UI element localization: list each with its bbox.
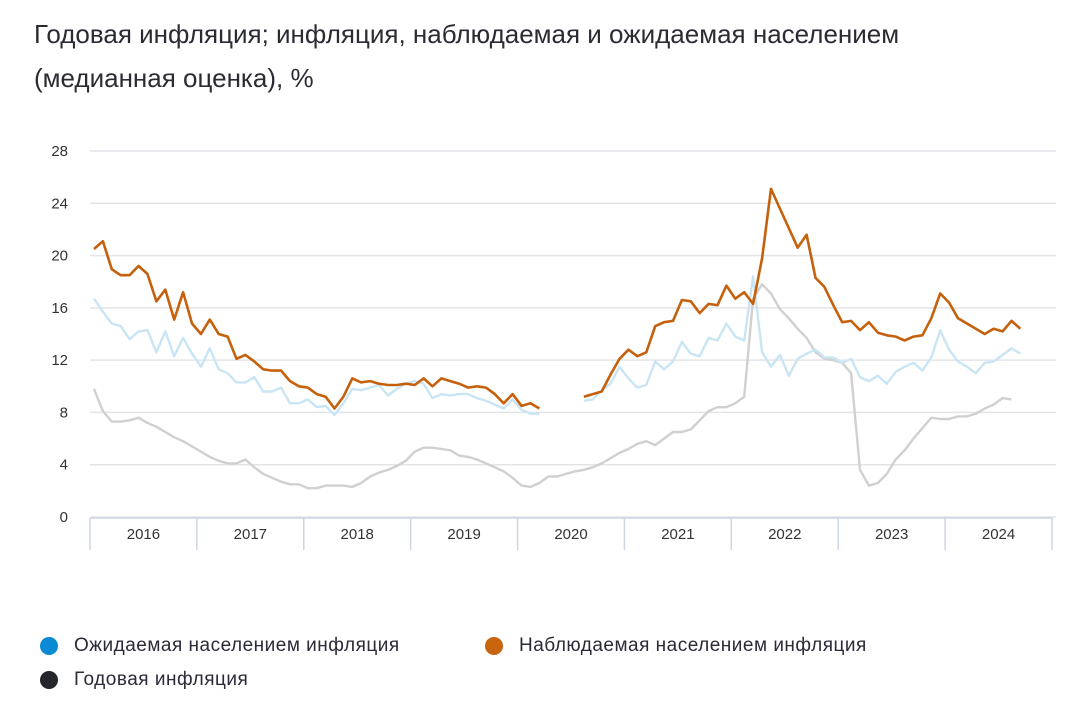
y-tick-label: 20 [51,248,68,265]
chart-title: Годовая инфляция; инфляция, наблюдаемая … [34,19,900,93]
y-tick-label: 4 [60,457,68,474]
series-line-0 [93,275,1022,417]
legend-item-annual[interactable]: Годовая инфляция [40,669,248,691]
x-tick-label: 2024 [982,526,1015,543]
y-tick-label: 16 [51,300,68,317]
x-tick-label: 2019 [447,526,480,543]
y-tick-label: 28 [51,143,68,160]
legend-item-expected[interactable]: Ожидаемая населением инфляция [40,635,400,657]
legend-item-observed[interactable]: Наблюдаемая населением инфляция [485,635,867,657]
series-line-2 [92,283,1012,490]
y-tick-label: 8 [60,404,68,421]
series-line-1 [93,187,1022,410]
x-tick-label: 2017 [234,526,267,543]
x-tick-label: 2021 [661,526,694,543]
y-tick-label: 12 [51,352,68,369]
x-tick-label: 2016 [127,526,160,543]
x-tick-label: 2018 [341,526,374,543]
y-tick-label: 0 [60,509,68,526]
x-tick-label: 2020 [554,526,587,543]
legend-label: Годовая инфляция [74,669,249,690]
x-tick-label: 2023 [875,526,908,543]
legend-dot-icon [40,637,58,655]
y-tick-label: 24 [51,195,68,212]
legend-label: Ожидаемая населением инфляция [74,635,400,656]
legend-dot-icon [485,637,503,655]
x-tick-label: 2022 [768,526,801,543]
legend-label: Наблюдаемая населением инфляция [519,635,867,656]
legend-dot-icon [40,671,58,689]
